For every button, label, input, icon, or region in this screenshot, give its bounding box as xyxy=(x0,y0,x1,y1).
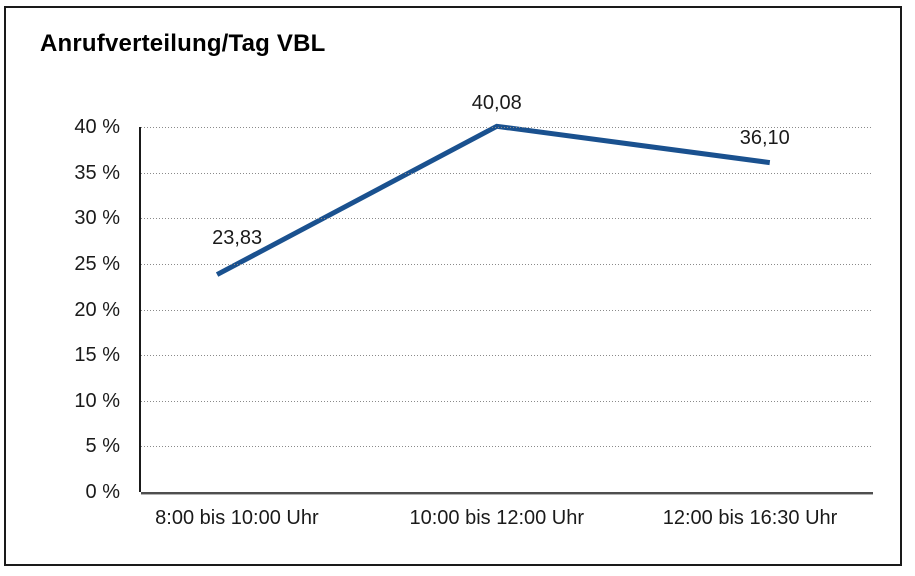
gridline xyxy=(141,172,873,174)
y-tick-label: 35 % xyxy=(74,161,120,184)
gridline xyxy=(141,218,873,220)
x-category-label: 8:00 bis 10:00 Uhr xyxy=(155,507,319,529)
series-line xyxy=(215,123,771,277)
plot-area xyxy=(139,123,873,494)
y-tick-label: 25 % xyxy=(74,252,120,275)
x-category-label: 12:00 bis 16:30 Uhr xyxy=(662,507,838,529)
y-tick-label: 20 % xyxy=(74,298,120,321)
line-series-svg xyxy=(215,123,771,277)
y-axis-line xyxy=(139,127,141,492)
gridline xyxy=(141,263,873,265)
data-value-label: 36,10 xyxy=(739,126,790,149)
x-axis-line xyxy=(141,492,873,494)
gridline xyxy=(141,309,873,311)
data-value-label: 40,08 xyxy=(471,92,522,115)
y-tick-label: 10 % xyxy=(74,389,120,412)
chart-title: Anrufverteilung/Tag VBL xyxy=(40,30,326,57)
y-tick-label: 15 % xyxy=(74,344,120,367)
data-value-label: 23,83 xyxy=(212,226,263,249)
gridline xyxy=(141,355,873,357)
y-tick-label: 0 % xyxy=(85,481,120,503)
y-tick-label: 40 % xyxy=(74,116,120,138)
y-tick-label: 5 % xyxy=(85,435,120,458)
gridline xyxy=(141,400,873,402)
gridline xyxy=(141,127,873,128)
x-category-label: 10:00 bis 12:00 Uhr xyxy=(409,507,585,529)
gridline xyxy=(141,446,873,448)
y-tick-label: 30 % xyxy=(74,207,120,230)
